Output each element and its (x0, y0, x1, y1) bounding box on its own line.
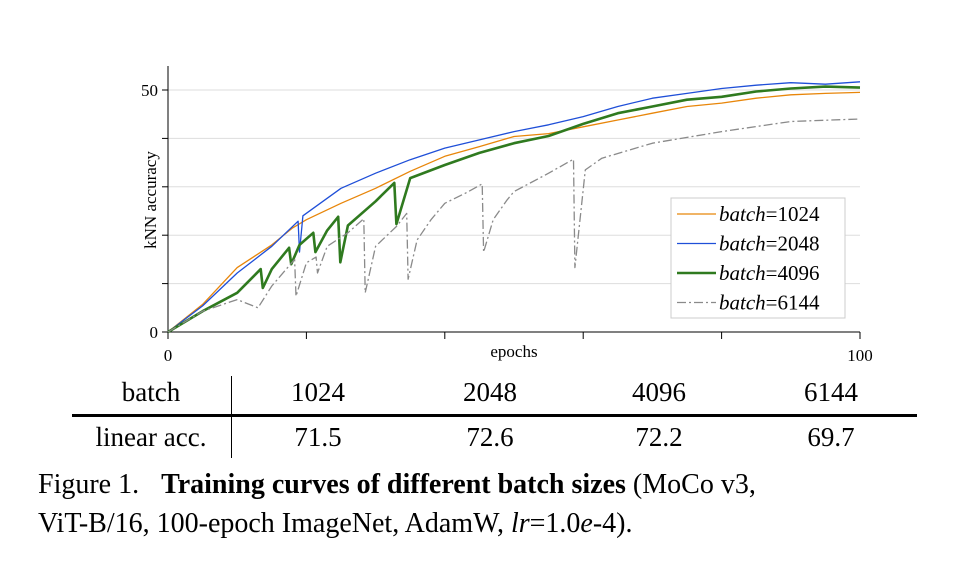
x-tick-label: 0 (164, 346, 173, 365)
table-header-row: batch 1024 2048 4096 6144 (0, 377, 973, 409)
series-line-batch-6144 (167, 118, 861, 333)
caption-text: -4). (592, 508, 633, 539)
legend: batch=1024 batch=2048 batch=4096 batch=6144 (670, 197, 846, 319)
legend-entry: batch=2048 (719, 232, 820, 256)
table-vertical-rule (231, 376, 232, 458)
caption-e: e (580, 508, 593, 539)
row-cell: 72.6 (466, 422, 514, 452)
y-axis-label: kNN accuracy (141, 151, 160, 249)
header-cell: 6144 (804, 377, 858, 407)
header-cell: 2048 (463, 377, 517, 407)
series-line-batch-2048 (167, 81, 861, 333)
caption-lr: lr (510, 508, 530, 539)
series-lines (167, 81, 861, 334)
axes: 0 50 0 100 (141, 66, 873, 365)
header-label: batch (121, 377, 181, 407)
caption-line-2: ViT-B/16, 100-epoch ImageNet, AdamW, lr=… (38, 508, 633, 540)
caption-text: (MoCo v3, (625, 469, 756, 500)
caption-label: Figure 1. (38, 469, 140, 500)
row-cell: 72.2 (635, 422, 683, 452)
y-tick-label: 0 (150, 323, 159, 342)
row-cell: 69.7 (807, 422, 855, 452)
header-cell: 1024 (291, 377, 345, 407)
caption-line-1: Figure 1. Training curves of different ba… (38, 469, 756, 501)
x-axis-label: epochs (490, 342, 537, 361)
caption-text: =1.0 (529, 508, 581, 539)
y-tick-label: 50 (141, 81, 158, 100)
caption-text: ViT-B/16, 100-epoch ImageNet, AdamW, (38, 508, 511, 539)
legend-entry: batch=6144 (719, 291, 820, 315)
row-label: linear acc. (95, 422, 207, 452)
caption-title: Training curves of different batch sizes (161, 469, 626, 500)
legend-entry: batch=1024 (719, 202, 820, 226)
series-line-batch-4096 (167, 85, 861, 334)
x-tick-label: 100 (847, 346, 873, 365)
table-row: linear acc. 71.5 72.6 72.2 69.7 (0, 422, 973, 454)
table-horizontal-rule (72, 414, 917, 417)
row-cell: 71.5 (294, 422, 342, 452)
legend-box (670, 197, 846, 319)
legend-entry: batch=4096 (719, 261, 820, 285)
header-cell: 4096 (632, 377, 686, 407)
